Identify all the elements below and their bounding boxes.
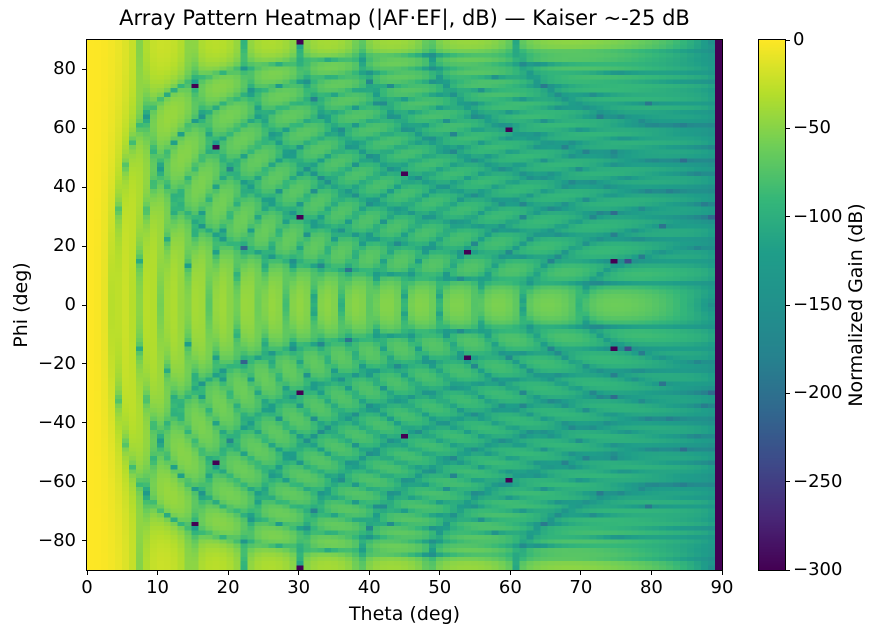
colorbar-tick-label: −250 [793, 470, 843, 492]
colorbar-tick-mark [786, 127, 790, 129]
x-tick-mark [368, 571, 370, 575]
colorbar-tick-mark [786, 392, 790, 394]
x-tick-label: 60 [498, 577, 522, 598]
y-tick-label: 60 [53, 117, 76, 139]
x-tick-label: 20 [216, 577, 240, 598]
x-tick-label: 40 [357, 577, 381, 598]
y-tick-label: 80 [53, 58, 76, 80]
x-tick-mark [509, 571, 511, 575]
y-tick-label: 40 [53, 176, 76, 198]
colorbar-tick-label: −50 [793, 117, 831, 139]
x-tick-mark [298, 571, 300, 575]
colorbar-tick-label: −100 [793, 205, 843, 227]
x-tick-label: 80 [639, 577, 663, 598]
x-tick-mark [650, 571, 652, 575]
colorbar-label: Normalized Gain (dB) [845, 203, 867, 407]
y-tick-mark [82, 363, 86, 365]
y-tick-label: 0 [64, 294, 76, 315]
x-tick-mark [86, 571, 88, 575]
y-tick-label: −80 [38, 529, 76, 551]
colorbar-tick-mark [786, 39, 790, 41]
y-tick-mark [82, 186, 86, 188]
heatmap-canvas [87, 40, 722, 570]
y-tick-mark [82, 304, 86, 306]
colorbar-tick-mark [786, 216, 790, 218]
x-tick-mark [580, 571, 582, 575]
y-tick-mark [82, 245, 86, 247]
y-tick-label: −60 [38, 470, 76, 492]
colorbar-tick-label: −300 [793, 559, 843, 580]
x-tick-mark [227, 571, 229, 575]
chart-title: Array Pattern Heatmap (|AF·EF|, dB) — Ka… [119, 6, 690, 30]
colorbar-tick-label: 0 [793, 29, 805, 50]
x-tick-label: 0 [81, 577, 93, 598]
y-axis-label: Phi (deg) [10, 262, 32, 348]
y-tick-mark [82, 481, 86, 483]
y-tick-label: 20 [53, 235, 76, 257]
colorbar-tick-label: −150 [793, 294, 843, 315]
y-tick-mark [82, 422, 86, 424]
x-tick-label: 50 [428, 577, 452, 598]
colorbar-tick-mark [786, 481, 790, 483]
x-tick-mark [721, 571, 723, 575]
y-tick-label: −20 [38, 352, 76, 374]
x-tick-mark [439, 571, 441, 575]
x-tick-label: 10 [146, 577, 169, 598]
y-tick-mark [82, 127, 86, 129]
y-tick-mark [82, 540, 86, 542]
x-axis-label: Theta (deg) [348, 603, 461, 625]
x-tick-mark [157, 571, 159, 575]
x-tick-label: 30 [287, 577, 311, 598]
x-tick-label: 70 [569, 577, 593, 598]
x-tick-label: 90 [710, 577, 734, 598]
y-tick-mark [82, 68, 86, 70]
colorbar-canvas [759, 40, 785, 570]
colorbar-tick-label: −200 [793, 382, 843, 404]
y-tick-label: −40 [38, 411, 76, 433]
colorbar-tick-mark [786, 304, 790, 306]
colorbar-tick-mark [786, 569, 790, 571]
